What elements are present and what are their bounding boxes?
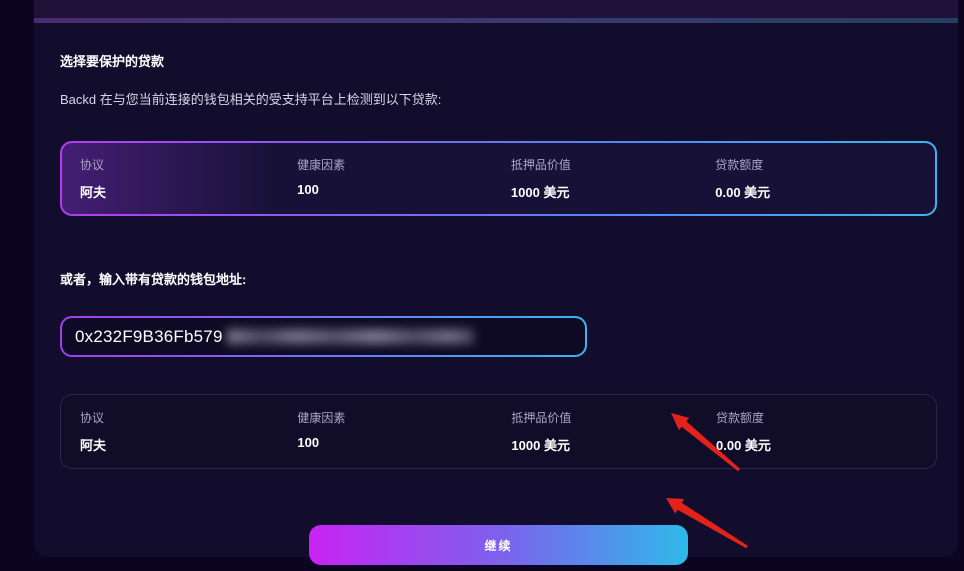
- button-row: 继续: [60, 525, 937, 565]
- column-header-collateral-value: 抵押品价值: [510, 158, 571, 172]
- address-loans-header-row: 协议 健康因素 抵押品价值 贷款额度: [80, 409, 936, 426]
- detected-loans-table: 协议 健康因素 抵押品价值 贷款额度 阿夫 100 1000 美元 0.00 美…: [60, 141, 937, 216]
- panel-header-band: [34, 0, 958, 18]
- cell-collateral-value: 1000 美元: [510, 185, 570, 200]
- column-header-health-factor: 健康因素: [297, 158, 346, 172]
- column-header-health-factor: 健康因素: [297, 411, 346, 425]
- continue-button[interactable]: 继续: [309, 525, 688, 565]
- cell-health-factor: 100: [297, 435, 320, 450]
- wallet-address-input[interactable]: 0x232F9B36Fb579: [62, 318, 585, 355]
- section-title: 选择要保护的贷款: [60, 54, 165, 69]
- column-header-protocol: 协议: [80, 158, 105, 172]
- cell-protocol: 阿夫: [80, 185, 107, 200]
- cell-loan-amount: 0.00 美元: [716, 438, 771, 453]
- panel-content: 选择要保护的贷款 Backd 在与您当前连接的钱包相关的受支持平台上检测到以下贷…: [34, 23, 958, 565]
- loan-selection-panel: 选择要保护的贷款 Backd 在与您当前连接的钱包相关的受支持平台上检测到以下贷…: [34, 0, 958, 565]
- column-header-loan-amount: 贷款额度: [715, 158, 764, 172]
- cell-protocol: 阿夫: [80, 438, 107, 453]
- cell-collateral-value: 1000 美元: [511, 438, 570, 453]
- gradient-divider: [34, 18, 958, 23]
- column-header-protocol: 协议: [80, 411, 105, 425]
- detected-loans-value-row: 阿夫 100 1000 美元 0.00 美元: [80, 173, 935, 201]
- column-header-collateral-value: 抵押品价值: [511, 411, 572, 425]
- wallet-address-redacted-blur: [226, 329, 474, 344]
- address-input-label: 或者，输入带有贷款的钱包地址:: [60, 272, 247, 287]
- cell-health-factor: 100: [297, 182, 319, 197]
- address-loans-table-row[interactable]: 协议 健康因素 抵押品价值 贷款额度 阿夫 100 1000 美元 0.00 美…: [60, 394, 937, 469]
- wallet-address-input-border: 0x232F9B36Fb579: [60, 316, 587, 357]
- section-description: Backd 在与您当前连接的钱包相关的受支持平台上检测到以下贷款:: [60, 92, 442, 107]
- address-loans-value-row: 阿夫 100 1000 美元 0.00 美元: [80, 426, 936, 454]
- column-header-loan-amount: 贷款额度: [716, 411, 765, 425]
- detected-loans-table-row[interactable]: 协议 健康因素 抵押品价值 贷款额度 阿夫 100 1000 美元 0.00 美…: [62, 143, 935, 214]
- wallet-address-value: 0x232F9B36Fb579: [75, 326, 223, 346]
- cell-loan-amount: 0.00 美元: [715, 185, 771, 200]
- detected-loans-header-row: 协议 健康因素 抵押品价值 贷款额度: [80, 156, 935, 173]
